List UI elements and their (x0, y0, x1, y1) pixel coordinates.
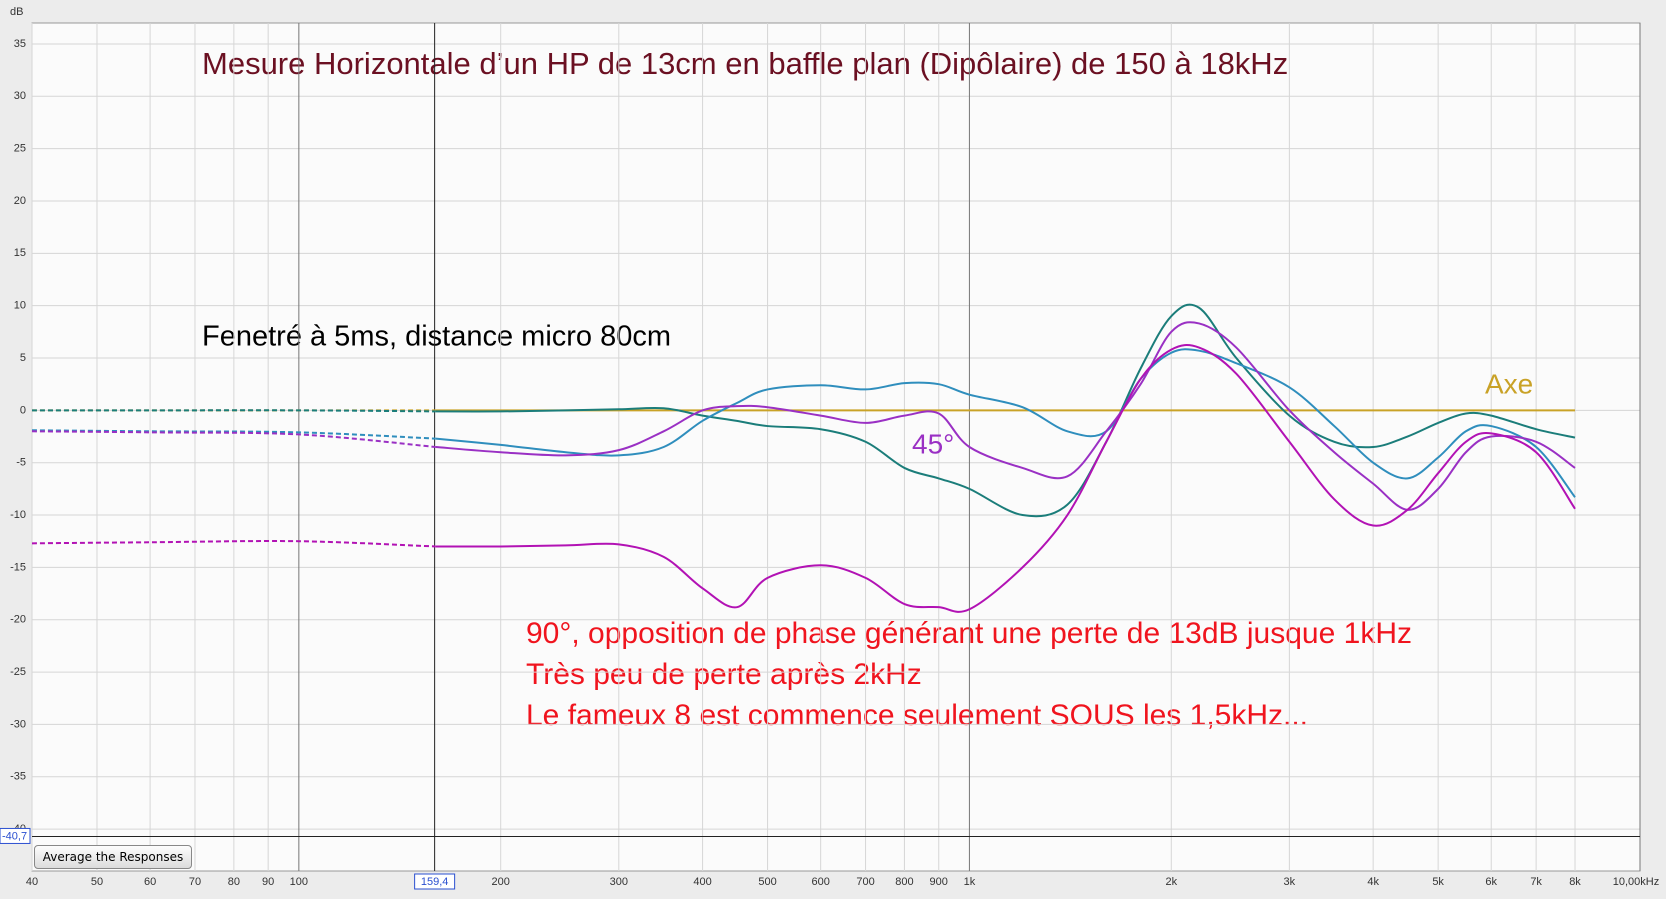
x-tick-label: 100 (290, 876, 308, 888)
x-tick-label: 400 (693, 876, 711, 888)
x-tick-label: 900 (930, 876, 948, 888)
plot-area (31, 22, 1641, 872)
chart-title: Mesure Horizontale d’un HP de 13cm en ba… (202, 46, 1288, 81)
x-tick-label: 4k (1367, 876, 1379, 888)
series-line (31, 540, 436, 548)
y-axis-label: dB (10, 6, 23, 18)
series-line (435, 303, 1576, 518)
series-line (435, 321, 1576, 511)
y-tick-label: 0 (20, 404, 26, 416)
y-tick-label: 15 (14, 247, 26, 259)
y-tick-label: 25 (14, 143, 26, 155)
x-tick-label: 500 (758, 876, 776, 888)
x-tick-label: 1k (964, 876, 976, 888)
y-tick-label: 20 (14, 195, 26, 207)
series-label: Axe (1485, 368, 1533, 399)
y-tick-label: -5 (16, 457, 26, 469)
x-tick-label: 40 (26, 876, 38, 888)
x-tick-label: 6k (1485, 876, 1497, 888)
x-tick-label: 200 (492, 876, 510, 888)
x-tick-label: 2k (1165, 876, 1177, 888)
series-line (435, 348, 1576, 498)
cursor-box (0, 827, 31, 844)
x-tick-label: 300 (610, 876, 628, 888)
x-tick-label: 10,00kHz (1613, 876, 1659, 888)
note: Le fameux 8 est commence seulement SOUS … (526, 699, 1308, 732)
subtitle: Fenetré à 5ms, distance micro 80cm (202, 321, 671, 353)
x-tick-label: 50 (91, 876, 103, 888)
x-tick-label: 80 (228, 876, 240, 888)
series-line (31, 429, 436, 440)
x-tick-label: 800 (895, 876, 913, 888)
series-label: 45° (912, 428, 954, 459)
cursor-label: -40,7 (2, 830, 27, 842)
y-tick-label: 10 (14, 300, 26, 312)
x-tick-label: 700 (856, 876, 874, 888)
y-tick-label: -20 (10, 614, 26, 626)
x-tick-label: 60 (144, 876, 156, 888)
y-tick-label: 35 (14, 38, 26, 50)
x-tick-label: 70 (189, 876, 201, 888)
y-tick-label: -30 (10, 718, 26, 730)
y-tick-label: 5 (20, 352, 26, 364)
x-tick-label: 7k (1530, 876, 1542, 888)
x-tick-label: 3k (1284, 876, 1296, 888)
series-line (435, 344, 1576, 613)
x-tick-label: 5k (1432, 876, 1444, 888)
series-line (32, 409, 436, 413)
y-tick-label: -15 (10, 561, 26, 573)
x-tick-label: 8k (1569, 876, 1581, 888)
y-tick-label: 30 (14, 90, 26, 102)
x-tick-label: 90 (262, 876, 274, 888)
series-line (31, 430, 436, 448)
average-button[interactable]: Average the Responses (34, 845, 192, 869)
y-tick-label: -35 (10, 771, 26, 783)
note: Très peu de perte après 2kHz (526, 658, 922, 691)
y-tick-label: -25 (10, 666, 26, 678)
cursor-box (414, 873, 456, 890)
x-tick-label: 600 (811, 876, 829, 888)
cursor-label: 159,4 (421, 876, 449, 888)
y-tick-label: -10 (10, 509, 26, 521)
